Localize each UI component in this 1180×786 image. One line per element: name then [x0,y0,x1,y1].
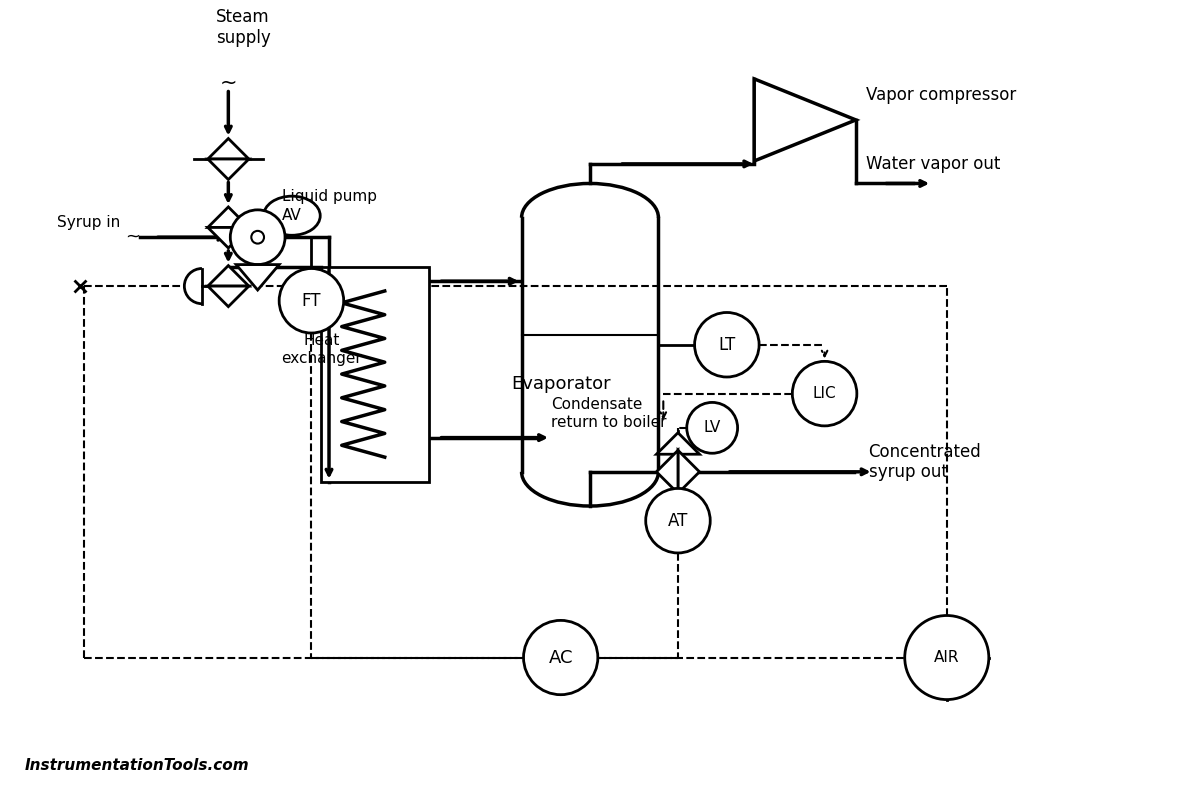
Text: AT: AT [668,512,688,530]
Polygon shape [236,265,280,290]
Text: Vapor compressor: Vapor compressor [866,86,1016,105]
Text: Heat
exchanger: Heat exchanger [281,333,361,365]
Text: ~: ~ [125,227,140,245]
Circle shape [905,615,989,700]
Polygon shape [208,138,249,159]
Circle shape [280,269,343,333]
Text: AC: AC [549,648,573,667]
Text: Evaporator: Evaporator [511,375,610,393]
Text: LV: LV [703,421,721,435]
Polygon shape [754,79,856,161]
Polygon shape [208,159,249,179]
Circle shape [230,210,286,265]
Text: Steam
supply: Steam supply [216,8,270,46]
Text: ~: ~ [219,73,237,93]
Text: AV: AV [282,208,302,223]
Circle shape [687,402,738,454]
Circle shape [695,313,759,377]
Polygon shape [656,450,678,494]
Polygon shape [208,227,249,248]
Text: Concentrated
syrup out: Concentrated syrup out [868,443,982,482]
Text: Water vapor out: Water vapor out [866,155,999,173]
Polygon shape [208,266,249,286]
Bar [321,266,428,482]
Ellipse shape [263,196,320,235]
Text: AIR: AIR [935,650,959,665]
Circle shape [524,620,598,695]
Polygon shape [678,450,700,494]
Polygon shape [208,207,249,227]
Text: LIC: LIC [813,386,837,401]
Circle shape [792,362,857,426]
Text: InstrumentationTools.com: InstrumentationTools.com [25,758,250,773]
Text: LT: LT [719,336,735,354]
Text: Syrup in: Syrup in [58,215,120,230]
Circle shape [645,488,710,553]
Text: Liquid pump: Liquid pump [282,189,378,204]
Polygon shape [208,286,249,307]
Text: FT: FT [302,292,321,310]
Polygon shape [656,433,700,454]
Text: Condensate
return to boiler: Condensate return to boiler [551,398,667,430]
